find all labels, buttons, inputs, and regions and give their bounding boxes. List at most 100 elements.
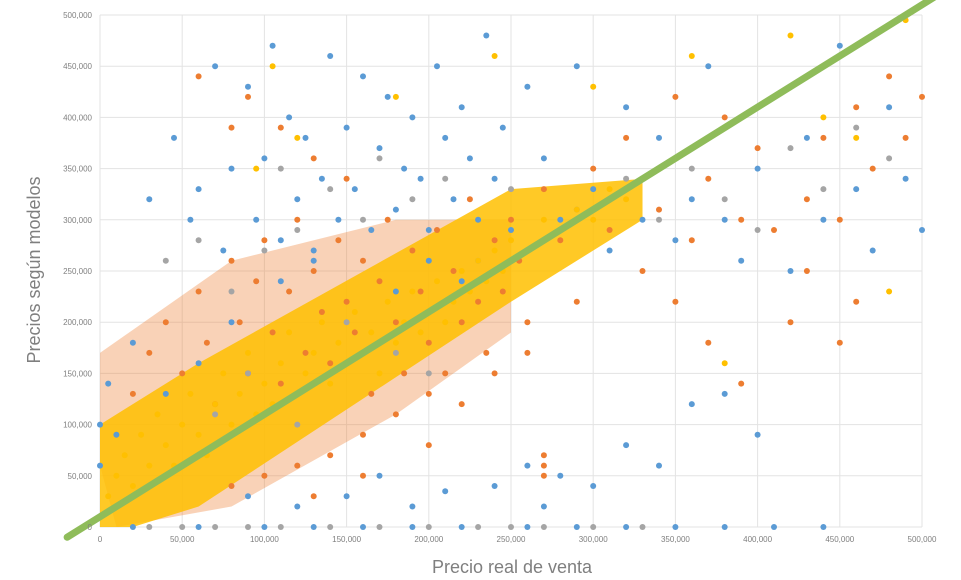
data-point-series-3 [639, 524, 646, 530]
data-point-series-4 [302, 370, 309, 377]
data-point-series-1 [623, 104, 630, 111]
data-point-series-1 [853, 186, 860, 193]
data-point-series-4 [787, 32, 794, 39]
data-point-series-1 [146, 196, 153, 203]
data-point-series-1 [672, 524, 679, 530]
x-tick-label: 50,000 [170, 535, 195, 544]
data-point-series-2 [491, 370, 498, 377]
data-point-series-1 [803, 134, 810, 141]
data-point-series-1 [606, 247, 613, 254]
data-point-series-2 [294, 216, 301, 223]
data-point-series-1 [294, 196, 301, 203]
data-point-series-2 [803, 268, 810, 274]
data-point-series-1 [228, 165, 235, 172]
data-point-series-2 [721, 114, 728, 121]
data-point-series-3 [508, 524, 514, 530]
data-point-series-2 [392, 411, 399, 418]
data-point-series-1 [557, 216, 564, 223]
y-axis-ticks: 0 50,000 100,000 150,000 200,000 250,000 300,0… [63, 11, 92, 532]
data-point-series-2 [277, 124, 284, 131]
data-point-series-4 [129, 483, 136, 489]
data-point-series-1 [269, 42, 276, 49]
data-point-series-4 [606, 186, 613, 193]
y-tick-label: 0 [88, 523, 93, 532]
data-point-series-1 [434, 63, 440, 70]
data-point-series-2 [425, 390, 432, 397]
data-point-series-1 [721, 390, 728, 397]
data-point-series-2 [368, 390, 375, 397]
data-point-series-2 [656, 206, 662, 213]
data-point-series-3 [277, 524, 284, 530]
data-point-series-3 [540, 524, 547, 530]
data-point-series-1 [392, 206, 399, 213]
data-point-series-3 [212, 411, 219, 418]
data-point-series-1 [228, 319, 235, 326]
data-point-series-1 [886, 104, 893, 111]
data-point-series-4 [351, 309, 358, 315]
data-point-series-2 [540, 452, 547, 459]
data-point-series-2 [540, 462, 547, 469]
data-point-series-2 [129, 390, 136, 397]
data-point-series-1 [458, 524, 465, 530]
data-point-series-1 [590, 186, 597, 193]
data-point-series-4 [220, 370, 227, 377]
data-point-series-1 [97, 462, 103, 469]
data-point-series-4 [310, 349, 317, 356]
data-point-series-2 [179, 370, 186, 377]
data-point-series-1 [869, 247, 876, 254]
x-tick-label: 350,000 [661, 535, 690, 544]
data-point-series-4 [590, 83, 597, 90]
data-point-series-3 [688, 165, 695, 172]
data-point-series-4 [886, 288, 893, 295]
data-point-series-4 [294, 134, 301, 141]
data-point-series-2 [672, 298, 679, 305]
data-point-series-1 [483, 32, 490, 39]
data-point-series-2 [688, 237, 695, 244]
data-point-series-2 [499, 288, 506, 295]
data-point-series-1 [738, 257, 745, 264]
data-point-series-3 [886, 155, 893, 162]
data-point-series-3 [245, 370, 251, 377]
data-point-series-4 [162, 442, 169, 449]
data-point-series-4 [409, 288, 416, 295]
data-point-series-2 [351, 329, 358, 336]
x-tick-label: 450,000 [825, 535, 854, 544]
data-point-series-4 [138, 431, 145, 438]
data-point-series-1 [195, 524, 202, 530]
x-tick-label: 250,000 [497, 535, 526, 544]
data-point-series-1 [656, 134, 662, 141]
data-point-series-2 [738, 380, 745, 387]
data-point-series-4 [590, 216, 597, 223]
data-point-series-1 [253, 216, 260, 223]
data-point-series-1 [688, 401, 695, 408]
y-tick-label: 350,000 [63, 165, 92, 174]
data-point-series-2 [442, 370, 449, 377]
data-point-series-1 [508, 227, 514, 233]
data-point-series-4 [540, 216, 547, 223]
data-point-series-2 [836, 339, 843, 346]
data-point-series-2 [409, 247, 416, 254]
data-point-series-2 [450, 268, 457, 274]
data-point-series-2 [401, 370, 408, 377]
data-point-series-1 [409, 524, 416, 530]
data-point-series-2 [228, 483, 235, 489]
y-axis-title: Precios según modelos [24, 176, 44, 363]
data-point-series-2 [919, 93, 925, 100]
data-point-series-1 [277, 237, 284, 244]
data-point-series-3 [623, 175, 630, 182]
data-point-series-4 [417, 329, 424, 336]
identity-line [63, 0, 937, 541]
data-point-series-2 [771, 227, 777, 233]
data-point-series-2 [434, 227, 440, 233]
data-point-series-2 [754, 145, 761, 152]
data-point-series-2 [458, 319, 465, 326]
data-point-series-1 [245, 83, 251, 90]
data-point-series-1 [318, 175, 325, 182]
data-point-series-1 [360, 73, 366, 80]
data-point-series-2 [475, 298, 482, 305]
data-point-series-3 [820, 186, 827, 193]
data-point-series-4 [195, 431, 202, 438]
data-point-series-1 [672, 237, 679, 244]
data-point-series-2 [606, 227, 613, 233]
y-tick-label: 50,000 [68, 472, 93, 481]
